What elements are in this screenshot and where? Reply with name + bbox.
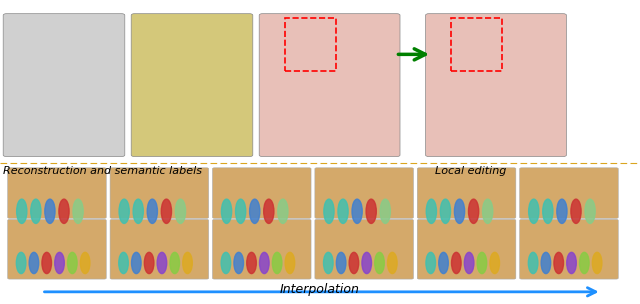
Ellipse shape <box>170 252 180 274</box>
Text: Interpolation: Interpolation <box>280 283 360 296</box>
Ellipse shape <box>529 199 539 223</box>
Ellipse shape <box>349 252 359 274</box>
Ellipse shape <box>29 252 38 274</box>
Ellipse shape <box>17 252 26 274</box>
Bar <box>285 18 336 71</box>
Ellipse shape <box>247 252 256 274</box>
Ellipse shape <box>571 199 581 223</box>
Ellipse shape <box>388 252 397 274</box>
Ellipse shape <box>541 252 550 274</box>
Ellipse shape <box>31 199 41 223</box>
Ellipse shape <box>73 199 83 223</box>
Ellipse shape <box>119 252 129 274</box>
Ellipse shape <box>272 252 282 274</box>
FancyBboxPatch shape <box>110 168 209 218</box>
FancyBboxPatch shape <box>315 219 413 279</box>
Ellipse shape <box>55 252 64 274</box>
Ellipse shape <box>250 199 260 223</box>
Ellipse shape <box>42 252 52 274</box>
Ellipse shape <box>366 199 376 223</box>
FancyBboxPatch shape <box>212 168 311 218</box>
FancyBboxPatch shape <box>8 168 106 218</box>
Ellipse shape <box>221 252 231 274</box>
Ellipse shape <box>440 199 451 223</box>
FancyBboxPatch shape <box>417 219 516 279</box>
Ellipse shape <box>580 252 589 274</box>
FancyBboxPatch shape <box>520 219 618 279</box>
Text: Reconstruction and semantic labels: Reconstruction and semantic labels <box>3 166 202 176</box>
Ellipse shape <box>175 199 186 223</box>
Ellipse shape <box>157 252 167 274</box>
Ellipse shape <box>278 199 288 223</box>
Ellipse shape <box>483 199 493 223</box>
Ellipse shape <box>324 199 334 223</box>
Ellipse shape <box>221 199 232 223</box>
FancyBboxPatch shape <box>426 14 566 157</box>
Ellipse shape <box>557 199 567 223</box>
Ellipse shape <box>81 252 90 274</box>
Ellipse shape <box>45 199 55 223</box>
Ellipse shape <box>454 199 465 223</box>
Ellipse shape <box>426 199 436 223</box>
Ellipse shape <box>323 252 333 274</box>
Ellipse shape <box>68 252 77 274</box>
Ellipse shape <box>477 252 487 274</box>
Ellipse shape <box>337 252 346 274</box>
FancyBboxPatch shape <box>212 219 311 279</box>
Ellipse shape <box>529 252 538 274</box>
FancyBboxPatch shape <box>131 14 253 157</box>
Ellipse shape <box>543 199 553 223</box>
Ellipse shape <box>490 252 500 274</box>
Bar <box>451 18 502 71</box>
Ellipse shape <box>375 252 384 274</box>
FancyBboxPatch shape <box>520 168 618 218</box>
FancyBboxPatch shape <box>417 168 516 218</box>
Ellipse shape <box>380 199 390 223</box>
Ellipse shape <box>17 199 27 223</box>
FancyBboxPatch shape <box>3 14 125 157</box>
Ellipse shape <box>145 252 154 274</box>
Ellipse shape <box>183 252 193 274</box>
Ellipse shape <box>593 252 602 274</box>
Ellipse shape <box>59 199 69 223</box>
Ellipse shape <box>264 199 274 223</box>
Ellipse shape <box>338 199 348 223</box>
Ellipse shape <box>352 199 362 223</box>
Text: Local editing: Local editing <box>435 166 506 176</box>
FancyBboxPatch shape <box>315 168 413 218</box>
Ellipse shape <box>133 199 143 223</box>
Ellipse shape <box>426 252 436 274</box>
Ellipse shape <box>285 252 295 274</box>
FancyBboxPatch shape <box>259 14 400 157</box>
Ellipse shape <box>468 199 479 223</box>
Ellipse shape <box>236 199 246 223</box>
Ellipse shape <box>161 199 172 223</box>
FancyBboxPatch shape <box>110 219 209 279</box>
Ellipse shape <box>119 199 129 223</box>
FancyBboxPatch shape <box>8 219 106 279</box>
Ellipse shape <box>362 252 371 274</box>
Ellipse shape <box>147 199 157 223</box>
Ellipse shape <box>585 199 595 223</box>
Ellipse shape <box>465 252 474 274</box>
Ellipse shape <box>132 252 141 274</box>
Ellipse shape <box>554 252 564 274</box>
Ellipse shape <box>567 252 576 274</box>
Ellipse shape <box>452 252 461 274</box>
Ellipse shape <box>439 252 449 274</box>
Ellipse shape <box>260 252 269 274</box>
Ellipse shape <box>234 252 244 274</box>
